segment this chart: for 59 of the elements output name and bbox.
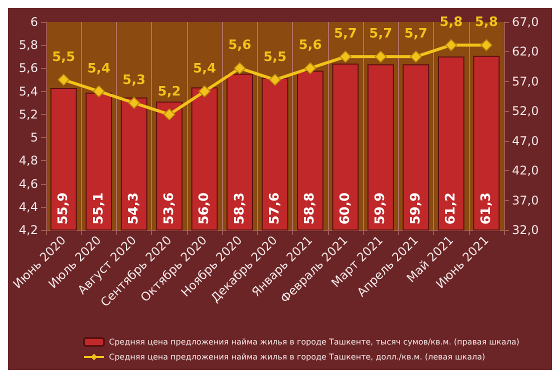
y-tick-label: 5,4 [18,84,38,98]
y-tick-label: 4,8 [18,154,38,168]
point [198,85,211,98]
data-label: 5,6 [228,38,252,54]
data-label: 55,1 [91,192,106,224]
point [234,62,246,74]
data-label: 5,7 [369,26,392,42]
data-label: 58,3 [232,192,248,224]
y2-tick-label: 62,0 [512,44,539,59]
legend-label: Средняя цена предложения найма жилья в городе Ташкенте, долл./кв.м. (левая шкала) [109,352,486,362]
point [374,50,387,63]
y2-tick-label: 67,0 [512,15,539,29]
y2-tick-label: 47,0 [512,134,539,148]
y-tick-label: 5,2 [18,107,38,122]
data-label: 5,5 [263,50,287,65]
data-label: 59,9 [408,192,424,224]
y-tick-label: 5,8 [18,38,38,52]
data-label: 5,5 [52,50,76,65]
point [128,96,140,109]
point [445,39,458,52]
data-label: 5,7 [404,26,428,42]
data-label: 5,2 [158,84,181,100]
data-label: 5,7 [334,26,357,42]
data-label: 58,8 [302,192,318,224]
data-label: 57,6 [268,192,282,224]
point [269,74,281,86]
point [163,108,176,120]
y2-tick-label: 32,0 [512,223,539,237]
data-label: 59,9 [373,192,388,224]
data-label: 60,0 [338,192,353,224]
data-label: 5,8 [440,15,463,30]
point [339,50,352,63]
data-label: 61,2 [444,192,459,224]
y-tick-label: 4,6 [18,176,38,191]
y-tick-label: 6 [30,15,38,29]
data-label: 5,4 [193,61,216,76]
point [92,85,105,98]
data-label: 5,4 [87,61,110,76]
y2-tick-label: 57,0 [512,74,539,88]
data-label: 56,0 [197,192,212,224]
data-label: 55,9 [56,192,72,224]
y-tick-label: 4,2 [18,223,38,237]
data-label: 5,8 [474,15,498,30]
y-tick-label: 5 [30,130,38,145]
point [480,39,492,52]
legend-label: Средняя цена предложения найма жилья в городе Ташкенте, тысяч сумов/кв.м. (правая шкала) [109,338,520,346]
point [410,50,422,63]
point [304,62,316,74]
data-label: 61,3 [478,192,494,224]
y-tick-label: 4,4 [18,200,38,214]
data-label: 5,6 [298,38,322,54]
point [58,74,70,86]
y2-tick-label: 42,0 [512,164,539,178]
y-tick-label: 5,6 [18,61,38,76]
y2-tick-label: 37,0 [512,193,539,208]
y2-tick-label: 52,0 [512,104,539,118]
data-label: 5,3 [122,72,146,88]
data-label: 53,6 [162,192,177,224]
data-label: 54,3 [126,192,142,224]
